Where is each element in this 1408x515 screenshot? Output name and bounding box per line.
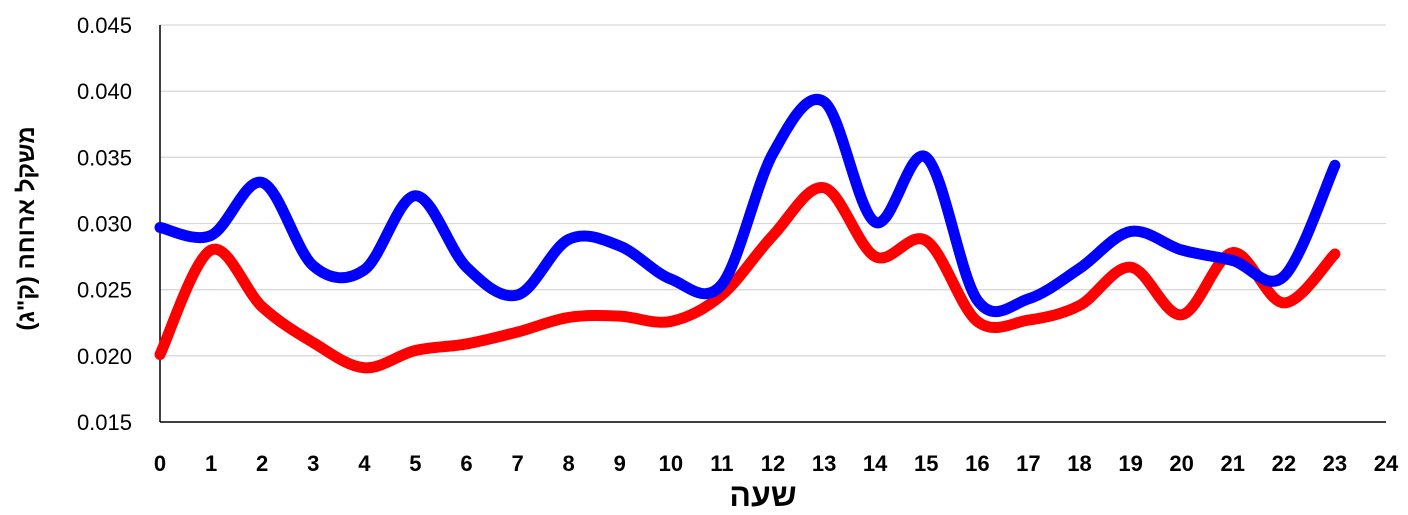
- x-tick-label: 18: [1067, 451, 1091, 476]
- x-tick-label: 10: [659, 451, 683, 476]
- x-tick-label: 24: [1374, 451, 1399, 476]
- x-tick-label: 2: [256, 451, 268, 476]
- series-lines: [154, 94, 1341, 374]
- y-tick-label: 0.030: [77, 212, 132, 237]
- x-axis-title: שעה: [729, 477, 796, 513]
- x-tick-label: 4: [358, 451, 371, 476]
- y-axis-title: משקל ארוחה (ק"ג): [13, 126, 40, 330]
- series-line: [154, 94, 1341, 318]
- x-tick-label: 9: [614, 451, 626, 476]
- x-tick-label: 11: [710, 451, 733, 476]
- x-tick-label: 17: [1016, 451, 1040, 476]
- x-tick-label: 8: [563, 451, 575, 476]
- x-tick-label: 13: [812, 451, 836, 476]
- x-tick-label: 21: [1221, 451, 1245, 476]
- gridlines: [160, 24, 1386, 357]
- x-tick-label: 19: [1118, 451, 1142, 476]
- x-tick-label: 3: [307, 451, 319, 476]
- x-tick-label: 12: [761, 451, 785, 476]
- x-tick-labels: 0 1 2 3 4 5 6 7 8 9 10 11 12 13 14 15 16 17 18 19 20 21 22 23 24: [154, 451, 1399, 476]
- x-tick-label: 14: [863, 451, 888, 476]
- x-tick-label: 15: [914, 451, 938, 476]
- x-tick-label: 6: [460, 451, 472, 476]
- x-tick-label: 16: [965, 451, 989, 476]
- x-tick-label: 22: [1272, 451, 1296, 476]
- y-tick-label: 0.020: [77, 344, 132, 369]
- y-tick-label: 0.015: [77, 410, 132, 435]
- y-tick-label: 0.040: [77, 79, 132, 104]
- x-tick-label: 1: [205, 451, 217, 476]
- y-tick-label: 0.025: [77, 278, 132, 303]
- y-tick-label: 0.035: [77, 145, 132, 170]
- x-tick-label: 7: [511, 451, 523, 476]
- x-tick-label: 23: [1323, 451, 1347, 476]
- x-tick-label: 5: [409, 451, 421, 476]
- x-tick-label: 0: [154, 451, 166, 476]
- x-tick-label: 20: [1169, 451, 1193, 476]
- y-tick-label: 0.045: [77, 13, 132, 38]
- series-line: [154, 182, 1341, 374]
- y-tick-labels: 0.015 0.020 0.025 0.030 0.035 0.040 0.045: [77, 13, 132, 435]
